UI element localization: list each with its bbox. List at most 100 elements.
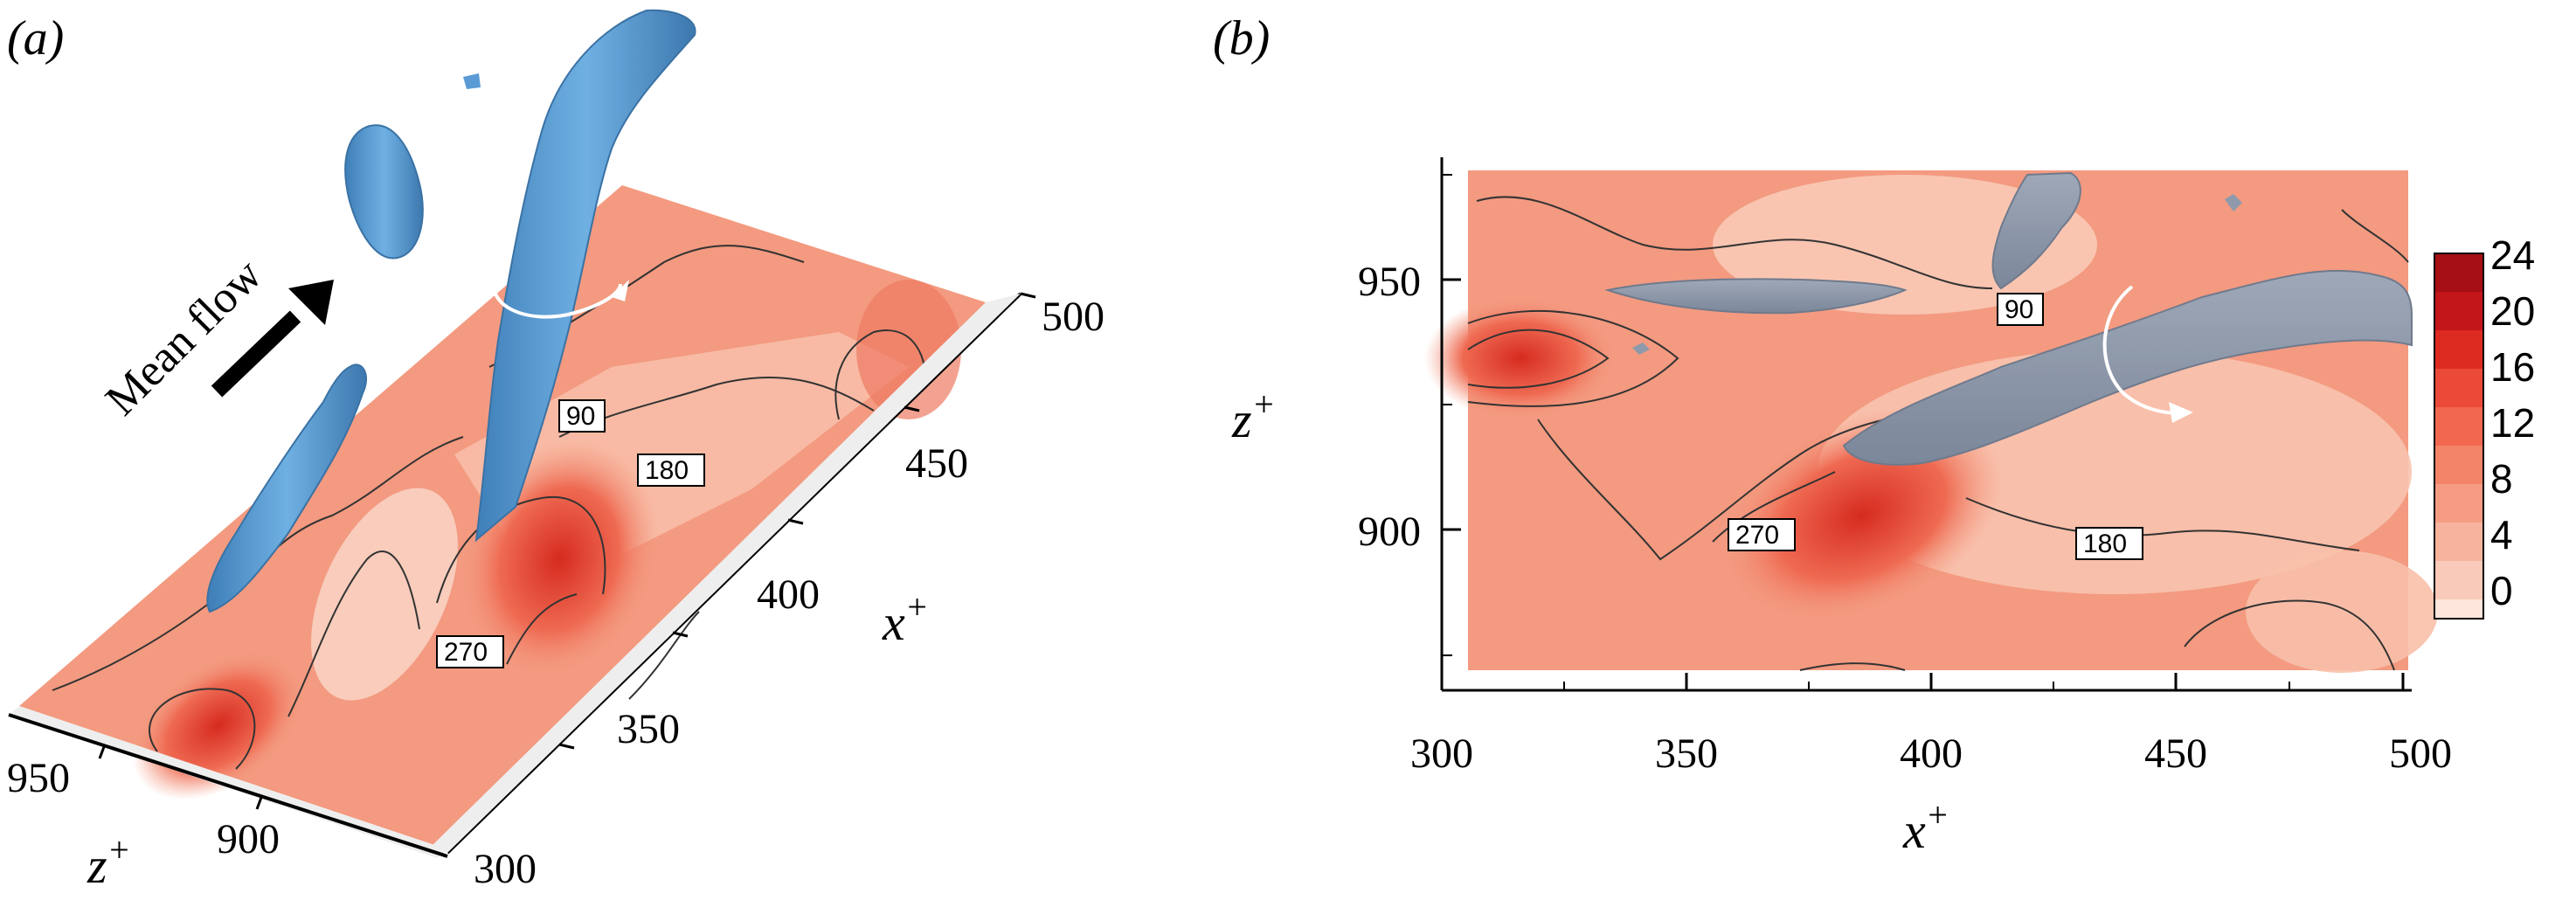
panel-b-x-axis: 300 350 400 450 500 x+: [1410, 673, 2452, 859]
panel-a-contour-line: [506, 593, 578, 665]
panel-a-z-tick: [255, 794, 264, 810]
panel-b-vortex-small: [1632, 343, 1650, 355]
panel-a-x-tick: [1020, 292, 1036, 299]
panel-a-x-axis-label: x+: [882, 587, 929, 651]
panel-a-x-tick-label: 450: [905, 440, 968, 487]
colorbar-band: [2434, 523, 2483, 561]
svg-text:270: 270: [1735, 521, 1779, 550]
colorbar-band: [2434, 369, 2483, 407]
panel-a-vortex-lower: [206, 363, 367, 613]
panel-a-x-tick: [558, 743, 575, 750]
panel-a-contour-label: 180: [637, 454, 705, 487]
panel-b-contour-line: [1476, 196, 1993, 289]
panel-a-vortices: [206, 9, 696, 613]
panel-a-x-tick: [672, 631, 689, 638]
colorbar-band: [2434, 484, 2483, 523]
panel-a-z-axis: 950 900 z+: [7, 706, 448, 894]
colorbar-tick-label: 24: [2490, 232, 2535, 278]
svg-text:90: 90: [566, 402, 595, 431]
panel-a-mean-flow-arrow-shaft: [211, 310, 301, 398]
panel-a-light-spot: [311, 488, 458, 701]
panel-b-z-tick-label: 950: [1358, 259, 1421, 305]
panel-a-x-tick: [904, 405, 920, 412]
colorbar-band: [2434, 561, 2483, 599]
panel-b-x-tick-label: 300: [1410, 730, 1473, 777]
panel-a-z-tick-label: 900: [217, 816, 280, 862]
colorbar-band: [2434, 253, 2483, 292]
panel-a-x-tick: [787, 518, 804, 525]
panel-a-vortex-small: [463, 73, 481, 89]
colorbar-tick-label: 20: [2490, 288, 2535, 334]
colorbar-tick-label: 16: [2490, 344, 2535, 390]
panel-b-contour-line: [1467, 329, 1610, 389]
panel-b-label: (b): [1213, 11, 1270, 66]
svg-text:180: 180: [645, 456, 689, 485]
colorbar-band: [2434, 407, 2483, 446]
colorbar-band: [2434, 292, 2483, 330]
panel-b-contour-label: 180: [2075, 527, 2143, 560]
colorbar-band: [2434, 599, 2483, 619]
panel-b-z-tick-label: 900: [1358, 509, 1421, 555]
panel-a-label: (a): [7, 11, 64, 66]
panel-a-z-axis-line: [8, 713, 448, 858]
panel-a-hot-spot-right: [856, 280, 961, 419]
panel-b-contour-line: [1712, 471, 1836, 543]
panel-b-light-region: [2246, 550, 2438, 673]
panel-b-rotation-arrow: [2102, 285, 2185, 415]
svg-text:90: 90: [2005, 295, 2033, 324]
panel-b-contour-line: [2341, 209, 2409, 263]
colorbar-frame: [2434, 253, 2484, 620]
panel-b-vortex-left: [1604, 278, 1908, 315]
panel-b-hot-spot: [1424, 297, 1617, 419]
panel-b-x-tick-label: 450: [2144, 730, 2207, 777]
panel-b-colorbar: 24 20 16 12 8 4 0: [2434, 232, 2535, 620]
panel-a-mean-flow-arrowhead: [288, 280, 334, 325]
panel-b-x-tick-label: 400: [1900, 730, 1963, 777]
panel-b-x-axis-label: x+: [1902, 795, 1949, 859]
panel-a-mean-flow-label: Mean flow: [96, 250, 272, 426]
panel-b-z-axis-label: z+: [1231, 384, 1276, 448]
panel-a-rotation-arrowhead: [612, 280, 629, 301]
colorbar-tick-label: 12: [2490, 400, 2535, 446]
panel-a-contour-line: [834, 329, 927, 420]
panel-b-x-tick-label: 350: [1655, 730, 1718, 777]
panel-b-vortex-small: [2225, 194, 2242, 211]
colorbar-band: [2434, 446, 2483, 484]
panel-a-contour-label: 90: [558, 399, 606, 433]
panel-a-contour-line: [287, 550, 420, 717]
panel-b-contour-line: [1799, 662, 1906, 671]
panel-a-x-tick-label: 300: [474, 846, 537, 892]
panel-a-x-axis: 500 450 400 350 300 x+: [430, 292, 1104, 892]
colorbar-tick-label: 0: [2490, 568, 2513, 613]
panel-b-vortices: [1604, 171, 2413, 466]
colorbar-tick-label: 4: [2490, 512, 2513, 557]
panel-a-x-axis-wall: [430, 294, 1021, 853]
panel-a: (a) 50: [7, 9, 1104, 894]
panel-a-contour-line: [436, 495, 606, 604]
panel-b-contour-line: [1467, 309, 1679, 407]
svg-text:180: 180: [2083, 530, 2127, 558]
panel-b-contour-line: [2184, 599, 2395, 671]
panel-a-rotation-arrow: [491, 279, 622, 319]
panel-a-z-axis-label: z+: [87, 830, 131, 894]
panel-b-contour-line: [1965, 497, 2360, 551]
panel-b-vortex-main: [1842, 269, 2413, 466]
panel-a-x-tick-label: 400: [757, 571, 820, 618]
panel-a-mean-flow-arrow: [211, 280, 334, 398]
panel-b-contour-label: 270: [1728, 518, 1796, 551]
panel-b-x-tick-label: 500: [2389, 730, 2452, 777]
panel-a-vortex-blob: [344, 124, 424, 260]
panel-a-contour-label: 270: [436, 635, 504, 668]
panel-a-contour-line: [149, 688, 256, 770]
panel-a-z-tick-label: 950: [7, 755, 70, 801]
panel-b-rotation-arrowhead: [2169, 402, 2193, 423]
panel-b: (b): [1213, 11, 2535, 859]
panel-a-vortex-main: [474, 9, 696, 543]
panel-a-x-tick-label: 350: [617, 706, 680, 752]
panel-b-vortex-upper: [1991, 171, 2081, 290]
panel-b-contour-label: 90: [1997, 293, 2044, 326]
panel-b-z-axis: 950 900 z+: [1231, 174, 1461, 656]
panel-a-x-tick-label: 500: [1042, 294, 1104, 340]
colorbar-tick-label: 8: [2490, 456, 2513, 502]
